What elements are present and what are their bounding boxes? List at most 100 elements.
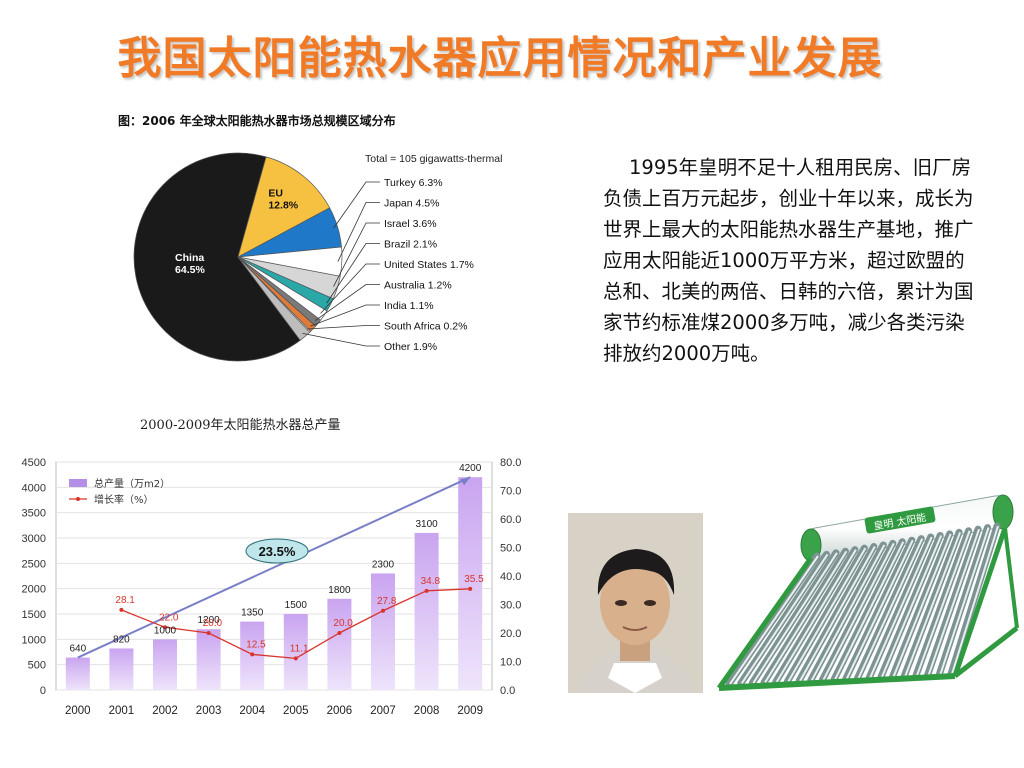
- pie-leader-line: [337, 202, 380, 262]
- x-tick-label: 2002: [152, 705, 178, 717]
- vacuum-tube-highlight: [834, 541, 905, 680]
- growth-rate-label: 12.5: [246, 639, 266, 650]
- growth-rate-label: 22.0: [159, 612, 179, 623]
- bar-2000: [65, 657, 90, 690]
- bar-line-chart: 0 500 1000 1500 2000 2500 3000 3500 4000 4500 0.0 1…: [22, 457, 522, 717]
- legend-line-label: 增长率（%）: [94, 493, 154, 506]
- growth-rate-point: [119, 607, 124, 612]
- growth-rate-point: [468, 586, 473, 591]
- pie-slice-other: [237, 256, 311, 341]
- y-right-tick-label: 30.0: [500, 600, 521, 612]
- y-left-tick-label: 3500: [22, 508, 46, 520]
- pie-chart-title: 图：2006 年全球太阳能热水器市场总规模区域分布: [118, 114, 396, 128]
- bar-2002: [153, 639, 177, 690]
- solar-water-heater-image: 皇明 太阳能: [716, 494, 1019, 691]
- x-tick-label: 2008: [414, 705, 440, 717]
- y-right-tick-label: 70.0: [500, 486, 521, 498]
- vacuum-tube-highlight: [845, 539, 914, 680]
- legend-bar-label: 总产量（万m2）: [94, 477, 170, 490]
- pie-leader-line: [333, 222, 380, 287]
- y-right-tick-label: 60.0: [500, 514, 521, 526]
- y-right-tick-label: 10.0: [500, 657, 521, 669]
- legend-bar-swatch: [69, 479, 87, 487]
- y-left-tick-label: 1500: [22, 609, 46, 621]
- portrait-photo: [568, 513, 703, 693]
- y-left-tick-label: 2000: [22, 584, 46, 596]
- vacuum-tube-highlight: [869, 536, 933, 679]
- vacuum-tube-highlight: [951, 525, 999, 675]
- callout-text: 23.5%: [259, 544, 296, 559]
- bar-2008: [414, 532, 439, 690]
- growth-rate-point: [206, 631, 211, 635]
- bar-value-label: 1000: [154, 625, 177, 636]
- y-left-tick-label: 4000: [22, 482, 46, 494]
- x-tick-label: 2009: [457, 705, 483, 717]
- legend-line-marker: [76, 497, 80, 501]
- vacuum-tube-highlight: [775, 549, 857, 683]
- pie-slice-eu: [237, 156, 331, 258]
- bar-value-label: 1800: [328, 585, 351, 596]
- pie-slice-china: [133, 152, 301, 362]
- growth-rate-point: [424, 588, 429, 593]
- growth-rate-point: [163, 625, 167, 630]
- growth-rate-label: 28.1: [115, 595, 135, 606]
- growth-rate-point: [337, 631, 342, 635]
- x-tick-label: 2006: [327, 705, 353, 717]
- y-right-tick-label: 0.0: [500, 685, 515, 697]
- vacuum-tube-highlight: [939, 527, 990, 675]
- growth-rate-label: 11.1: [290, 643, 309, 654]
- pie-label-eu: EU: [268, 188, 283, 200]
- bar-value-label: 1350: [241, 608, 264, 619]
- pie-value-eu: 12.8%: [268, 200, 298, 212]
- vacuum-tube-highlight: [787, 547, 867, 682]
- y-right-tick-label: 40.0: [500, 571, 521, 583]
- vacuum-tube-highlight: [799, 546, 876, 682]
- growth-rate-label: 20.0: [333, 618, 353, 629]
- y-left-tick-label: 4500: [22, 457, 46, 469]
- y-right-tick-label: 50.0: [500, 543, 521, 555]
- y-left-tick-label: 2500: [22, 558, 46, 570]
- bar-value-label: 1500: [285, 600, 308, 611]
- growth-rate-label: 20.0: [203, 618, 223, 629]
- growth-rate-point: [250, 652, 255, 657]
- y-left-tick-label: 1000: [22, 634, 46, 646]
- growth-rate-label: 27.8: [377, 596, 397, 607]
- bar-2001: [109, 648, 134, 690]
- vacuum-tube-highlight: [927, 528, 980, 676]
- bar-value-label: 820: [113, 634, 130, 645]
- trend-arrowhead: [460, 477, 471, 486]
- pie-label-south-africa: South Africa 0.2%: [384, 321, 467, 333]
- bar-2007: [371, 573, 395, 690]
- x-tick-label: 2005: [283, 705, 309, 717]
- x-tick-label: 2004: [239, 705, 265, 717]
- vacuum-tube-highlight: [822, 542, 895, 681]
- pie-label-australia: Australia 1.2%: [384, 280, 452, 292]
- bar-2009: [458, 477, 483, 690]
- vacuum-tube-highlight: [892, 533, 952, 678]
- bar-value-label: 640: [69, 644, 86, 655]
- pie-label-india: India 1.1%: [384, 300, 434, 312]
- pie-leader-line: [307, 325, 380, 330]
- y-right-tick-label: 20.0: [500, 628, 521, 640]
- pie-leader-line: [302, 333, 380, 347]
- trend-line: [77, 476, 471, 659]
- growth-rate-point: [293, 656, 298, 661]
- pie-label-united-states: United States 1.7%: [384, 259, 474, 271]
- bar-value-label: 2300: [372, 559, 395, 570]
- y-left-tick-label: 0: [40, 685, 46, 697]
- vacuum-tube-highlight: [740, 553, 829, 685]
- bar-value-label: 1200: [197, 615, 220, 626]
- pie-label-china: China: [175, 252, 204, 264]
- bar-2005: [283, 614, 308, 690]
- x-tick-label: 2001: [109, 705, 135, 717]
- vacuum-tube-highlight: [904, 531, 962, 677]
- pie-leader-line: [310, 304, 380, 327]
- pie-leader-line: [326, 243, 380, 304]
- pie-leader-line: [333, 181, 380, 229]
- pie-label-israel: Israel 3.6%: [384, 218, 437, 230]
- callout-bubble: [245, 538, 309, 564]
- y-left-tick-label: 500: [28, 660, 46, 672]
- portrait-illustration: [568, 513, 703, 693]
- description-paragraph: 1995年皇明不足十人租用民房、旧厂房负债上百万元起步，创业十年以来，成长为世界…: [603, 156, 974, 365]
- vacuum-tube-highlight: [916, 530, 971, 676]
